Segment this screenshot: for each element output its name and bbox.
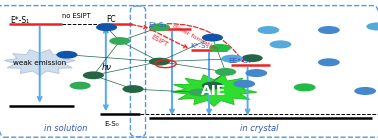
- Circle shape: [209, 44, 231, 52]
- Circle shape: [318, 26, 340, 34]
- Circle shape: [202, 34, 223, 41]
- Circle shape: [318, 58, 340, 66]
- Circle shape: [56, 51, 77, 59]
- Circle shape: [221, 55, 243, 63]
- Text: in solution: in solution: [45, 124, 88, 133]
- Circle shape: [215, 68, 236, 76]
- Text: E-S₀: E-S₀: [104, 121, 119, 127]
- Circle shape: [189, 88, 210, 96]
- Text: dimer formation: dimer formation: [172, 23, 219, 51]
- Text: K*-S₁: K*-S₁: [190, 43, 209, 49]
- Circle shape: [122, 85, 144, 93]
- Circle shape: [149, 23, 170, 31]
- Text: AIE: AIE: [201, 84, 227, 98]
- Text: ESIPT: ESIPT: [150, 34, 169, 48]
- Circle shape: [366, 22, 378, 31]
- Circle shape: [109, 37, 130, 45]
- Circle shape: [354, 87, 376, 95]
- Circle shape: [242, 54, 263, 62]
- Circle shape: [70, 82, 91, 90]
- Text: no ESIPT: no ESIPT: [62, 13, 90, 19]
- Text: EE*-S₁: EE*-S₁: [229, 58, 252, 64]
- Circle shape: [233, 80, 255, 88]
- Circle shape: [202, 82, 223, 90]
- Text: E*-S₁: E*-S₁: [11, 16, 30, 25]
- Polygon shape: [171, 75, 257, 106]
- Circle shape: [96, 23, 117, 31]
- Circle shape: [149, 58, 170, 66]
- Text: hν: hν: [101, 63, 111, 72]
- Circle shape: [270, 40, 291, 48]
- Text: weak emission: weak emission: [13, 60, 66, 66]
- Text: in crystal: in crystal: [240, 124, 278, 133]
- Circle shape: [257, 26, 279, 34]
- Text: E*-S₁: E*-S₁: [149, 22, 167, 28]
- Text: FC: FC: [106, 15, 115, 24]
- Circle shape: [294, 83, 316, 91]
- Circle shape: [83, 71, 104, 79]
- Polygon shape: [4, 50, 75, 76]
- Circle shape: [245, 69, 267, 77]
